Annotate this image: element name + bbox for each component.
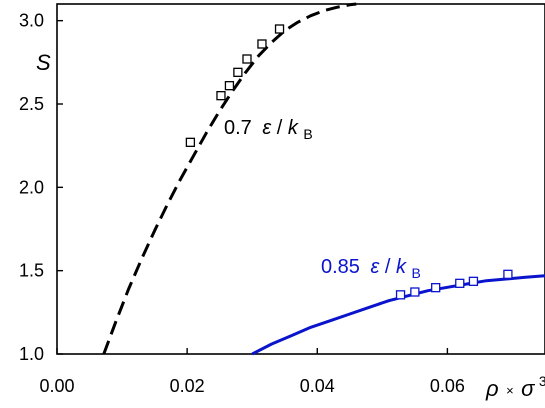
series-label-0.85-sub: B xyxy=(412,265,421,281)
series-line-0 xyxy=(102,2,357,355)
x-tick-label-3: 0.06 xyxy=(430,376,465,396)
x-axis-title-rho: ρ xyxy=(485,376,499,401)
series-label-0.85-value: 0.85 xyxy=(321,256,360,278)
plot-area xyxy=(56,2,545,356)
series-line-1 xyxy=(251,274,545,356)
series-label-0.85-slash: / xyxy=(385,256,391,278)
x-axis-title: ρ × σ 3 xyxy=(485,373,545,401)
series-label-0.7-slash: / xyxy=(277,117,283,139)
plot-frame xyxy=(56,3,545,355)
series-label-0.85-epsilon: ε xyxy=(371,256,381,278)
series-label-0.85-k: k xyxy=(396,256,407,278)
y-tick-label-2: 2.0 xyxy=(19,177,44,197)
series-0-point-2 xyxy=(224,81,235,91)
series-0-point-3 xyxy=(233,67,243,77)
y-tick-label-0: 1.0 xyxy=(19,344,44,364)
series-label-0.7: 0.7 ε / k B xyxy=(224,117,313,142)
series-1-point-3 xyxy=(455,278,465,288)
series-0-point-1 xyxy=(216,91,226,101)
series-label-0.85: 0.85 ε / k B xyxy=(321,256,421,281)
series-0-point-5 xyxy=(257,39,267,49)
y-axis-title: S xyxy=(36,50,51,75)
x-axis-title-sigma: σ xyxy=(521,376,535,401)
series-label-0.7-epsilon: ε xyxy=(262,117,272,139)
series-curves xyxy=(102,2,545,356)
y-tick-label-4: 3.0 xyxy=(19,11,44,31)
series-label-0.7-k: k xyxy=(288,117,299,139)
series-1-point-5 xyxy=(503,269,513,279)
y-tick-label-3: 2.5 xyxy=(19,94,44,114)
y-tick-label-1: 1.5 xyxy=(19,261,44,281)
series-label-0.7-sub: B xyxy=(303,126,312,142)
series-markers xyxy=(185,24,513,300)
series-1-point-1 xyxy=(410,287,420,297)
series-1-point-0 xyxy=(395,290,406,300)
x-tick-label-1: 0.02 xyxy=(170,376,205,396)
x-axis-title-times: × xyxy=(506,383,514,398)
series-0-point-0 xyxy=(185,137,196,147)
series-0-point-4 xyxy=(242,54,252,64)
series-1-point-4 xyxy=(468,276,479,286)
x-tick-label-0: 0.00 xyxy=(39,376,74,396)
x-tick-label-2: 0.04 xyxy=(300,376,335,396)
series-1-point-2 xyxy=(431,283,441,293)
series-0-point-6 xyxy=(274,24,285,34)
x-axis-title-exponent: 3 xyxy=(539,373,545,389)
y-tick-labels: 1.0 1.5 2.0 2.5 3.0 xyxy=(19,11,44,364)
x-tick-labels: 0.00 0.02 0.04 0.06 xyxy=(39,376,464,396)
series-label-0.7-value: 0.7 xyxy=(224,117,252,139)
axis-ticks xyxy=(56,19,449,355)
